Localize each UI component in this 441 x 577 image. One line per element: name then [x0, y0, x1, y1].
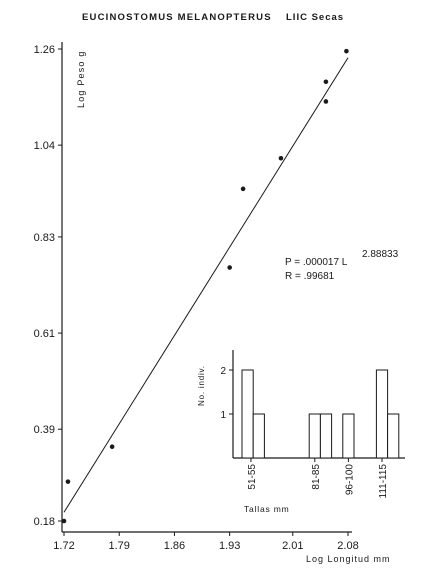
histogram-bar	[342, 413, 355, 459]
data-point	[344, 48, 349, 54]
inset-y-label: No. indiv.	[197, 365, 206, 406]
data-point	[109, 444, 115, 450]
x-tick-label: 2.08	[337, 540, 358, 552]
inset-y-tick-label: 2	[220, 366, 226, 377]
x-tick-label: 1.93	[219, 540, 240, 552]
y-axis-label: Log Peso g	[76, 50, 86, 108]
inset-category-label: 96-100	[344, 464, 355, 496]
x-tick-label: 1.79	[109, 540, 130, 552]
y-tick-label: 0.39	[34, 424, 55, 436]
y-tick-label: 0.83	[34, 232, 55, 244]
y-tick-label: 0.18	[34, 516, 55, 528]
histogram-bar	[241, 369, 254, 459]
histogram-bar	[375, 369, 389, 459]
chart-title-right: LIIC Secas	[286, 12, 344, 23]
histogram-bar	[308, 413, 321, 459]
inset-category-label: 51-55	[247, 464, 258, 490]
y-tick-label: 0.61	[34, 328, 55, 340]
data-point	[227, 265, 232, 270]
y-tick-label: 1.26	[34, 44, 55, 56]
data-point	[323, 79, 329, 85]
equation-p: P = .000017 L	[285, 257, 348, 268]
x-axis-label: Log Longitud mm	[306, 554, 391, 564]
data-point	[61, 518, 67, 524]
inset-category-label: 81-85	[311, 464, 322, 490]
equation-r: R = .99681	[285, 271, 335, 282]
inset-y-tick-label: 1	[220, 410, 226, 421]
inset-category-label: 111-115	[378, 464, 389, 499]
data-point	[240, 186, 246, 192]
y-tick-label: 1.04	[34, 140, 55, 152]
x-tick-label: 2.01	[282, 540, 303, 552]
regression-line	[63, 57, 349, 513]
chart-title: EUCINOSTOMUS MELANOPTERUS	[82, 12, 272, 23]
histogram-bar	[252, 413, 265, 459]
x-tick-label: 1.72	[53, 540, 74, 552]
data-point	[65, 479, 71, 484]
data-point	[323, 99, 329, 104]
inset-x-label: Tallas mm	[244, 504, 289, 514]
histogram-bar	[319, 413, 333, 459]
x-tick-label: 1.86	[164, 540, 185, 552]
data-point	[278, 155, 284, 161]
equation-exponent: 2.88833	[362, 249, 399, 260]
histogram-bar	[387, 413, 400, 459]
